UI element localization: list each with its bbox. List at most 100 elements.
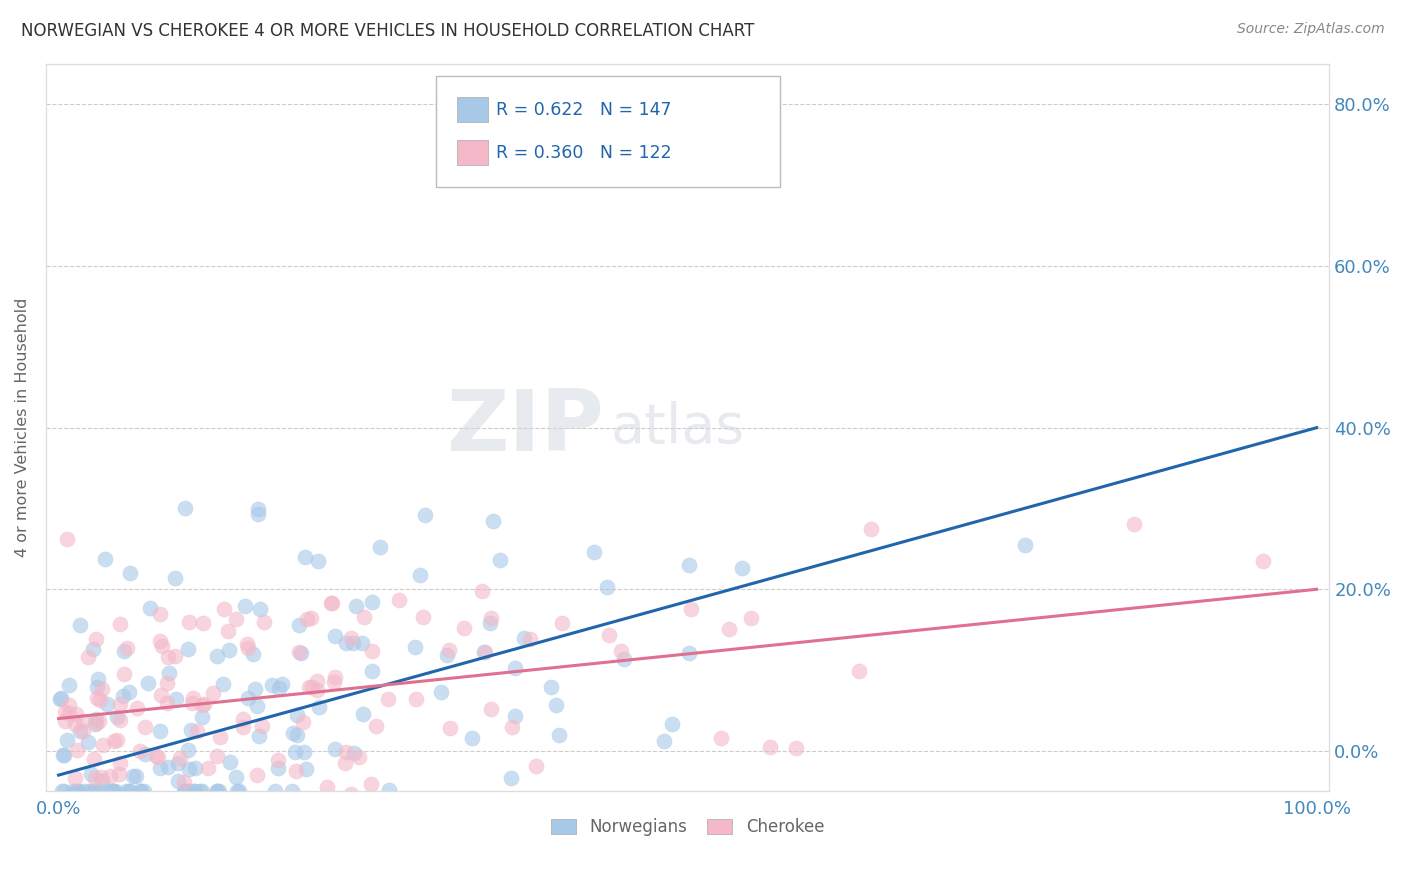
- Point: [245, 682, 267, 697]
- Point: [335, 756, 357, 771]
- Point: [104, 784, 127, 798]
- Point: [139, 601, 162, 615]
- Point: [155, 697, 177, 711]
- Point: [551, 615, 574, 630]
- Point: [156, 676, 179, 690]
- Y-axis label: 4 or more Vehicles in Household: 4 or more Vehicles in Household: [15, 298, 30, 558]
- Point: [89, 693, 111, 707]
- Point: [103, 784, 125, 798]
- Point: [284, 745, 307, 759]
- Point: [236, 641, 259, 656]
- Point: [340, 631, 363, 645]
- Point: [228, 784, 250, 798]
- Point: [184, 761, 207, 775]
- Point: [233, 599, 256, 613]
- Point: [679, 602, 702, 616]
- Point: [66, 743, 89, 757]
- Point: [298, 680, 321, 694]
- Point: [299, 611, 322, 625]
- Point: [148, 607, 170, 621]
- Point: [478, 615, 501, 630]
- Point: [103, 734, 125, 748]
- Point: [112, 643, 135, 657]
- Text: Source: ZipAtlas.com: Source: ZipAtlas.com: [1237, 22, 1385, 37]
- Point: [90, 774, 112, 789]
- Point: [285, 728, 308, 742]
- Point: [65, 784, 87, 798]
- Point: [524, 758, 547, 772]
- Point: [63, 772, 86, 786]
- Point: [288, 617, 311, 632]
- Point: [503, 660, 526, 674]
- Point: [294, 745, 316, 759]
- Point: [146, 750, 169, 764]
- Point: [453, 621, 475, 635]
- Point: [412, 609, 434, 624]
- Point: [72, 714, 94, 728]
- Point: [342, 636, 364, 650]
- Point: [84, 712, 107, 726]
- Point: [174, 784, 197, 798]
- Point: [323, 629, 346, 643]
- Point: [225, 771, 247, 785]
- Point: [163, 648, 186, 663]
- Point: [860, 522, 883, 536]
- Point: [598, 628, 620, 642]
- Point: [360, 777, 382, 791]
- Point: [217, 624, 239, 638]
- Point: [114, 784, 136, 798]
- Point: [250, 719, 273, 733]
- Point: [108, 767, 131, 781]
- Point: [79, 767, 101, 781]
- Point: [740, 610, 762, 624]
- Point: [610, 644, 633, 658]
- Point: [129, 784, 152, 798]
- Point: [205, 648, 228, 663]
- Point: [62, 784, 84, 798]
- Point: [225, 784, 247, 798]
- Point: [86, 690, 108, 705]
- Point: [235, 637, 257, 651]
- Point: [191, 698, 214, 712]
- Point: [184, 784, 207, 798]
- Point: [307, 682, 329, 697]
- Point: [58, 678, 80, 692]
- Point: [285, 707, 308, 722]
- Point: [288, 645, 311, 659]
- Point: [405, 692, 427, 706]
- Point: [731, 561, 754, 575]
- Point: [108, 697, 131, 711]
- Point: [1014, 538, 1036, 552]
- Point: [53, 714, 76, 728]
- Point: [246, 768, 269, 782]
- Point: [246, 507, 269, 521]
- Point: [96, 784, 118, 798]
- Point: [173, 775, 195, 789]
- Point: [323, 742, 346, 756]
- Point: [77, 784, 100, 798]
- Point: [180, 723, 202, 738]
- Point: [513, 632, 536, 646]
- Point: [156, 760, 179, 774]
- Point: [51, 690, 73, 705]
- Point: [120, 566, 142, 580]
- Point: [260, 678, 283, 692]
- Point: [177, 784, 200, 798]
- Point: [155, 808, 177, 822]
- Point: [848, 665, 870, 679]
- Point: [183, 784, 205, 798]
- Point: [90, 770, 112, 784]
- Point: [180, 696, 202, 710]
- Point: [69, 618, 91, 632]
- Point: [157, 649, 180, 664]
- Point: [404, 640, 426, 654]
- Point: [281, 725, 304, 739]
- Point: [474, 645, 496, 659]
- Point: [308, 700, 330, 714]
- Point: [360, 665, 382, 679]
- Point: [134, 747, 156, 761]
- Point: [193, 697, 215, 711]
- Point: [84, 716, 107, 731]
- Point: [55, 706, 77, 720]
- Point: [347, 750, 370, 764]
